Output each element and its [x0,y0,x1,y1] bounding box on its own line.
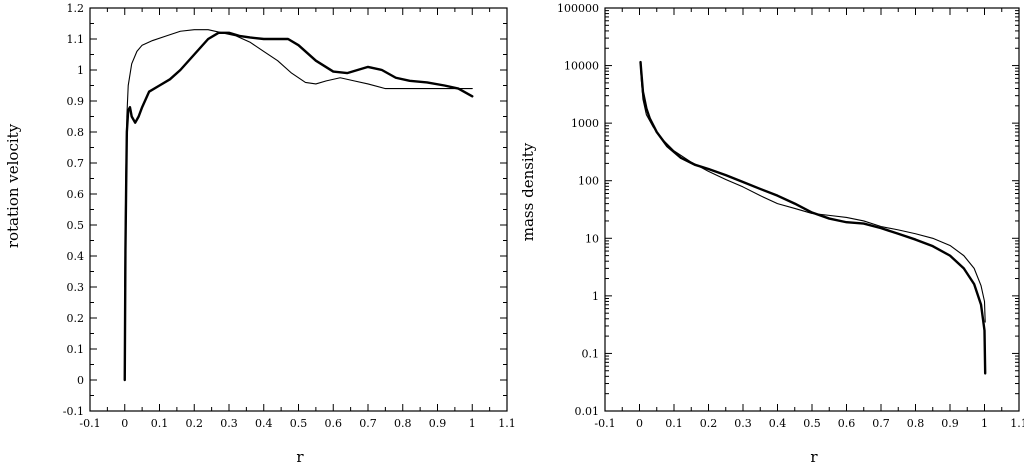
x-tick-label: 0.5 [290,417,308,430]
rotation-velocity-chart: -0.1 0 0.1 0.2 0.3 0.4 0.5 0.6 0.7 0.8 0.9 1 1.1 -0.… [4,2,516,466]
x-tick-label: 0.2 [700,417,718,430]
y-tick-label: 0.8 [67,126,85,139]
plot-frame [604,7,1020,412]
y-tick-label: 100000 [557,2,599,15]
y-tick-label: 0.2 [67,312,85,325]
y-tick-label: 1.1 [67,33,85,46]
series-line-thin [639,67,986,323]
y-tick-label: 1 [77,64,84,77]
x-tick-label: 0.9 [429,417,447,430]
x-tick-label: 1 [981,417,988,430]
x-tick-label: 0.3 [734,417,752,430]
series-line-thin [124,29,473,288]
y-axis-label: mass density [519,142,537,241]
x-tick-label: 0.2 [186,417,204,430]
x-tick-label: 0.5 [803,417,821,430]
x-tick-label: 0.1 [665,417,683,430]
x-tick-label: 1 [469,417,476,430]
x-tick-label: 0.1 [151,417,169,430]
y-tick-label: 0.3 [67,281,85,294]
y-ticks: 0.01 0.1 1 10 100 1000 10000 100000 [557,2,1019,418]
x-tick-label: 0.4 [769,417,787,430]
y-tick-label: 0.5 [67,219,85,232]
y-tick-label: 0.1 [67,343,85,356]
x-tick-label: 0.4 [255,417,273,430]
mass-density-chart: -0.1 0 0.1 0.2 0.3 0.4 0.5 0.6 0.7 0.8 0.9 1 1.1 0.0… [519,2,1024,466]
x-tick-label: 0.8 [394,417,412,430]
y-tick-label: 1000 [571,117,599,130]
x-tick-label: 0.3 [220,417,238,430]
x-tick-label: -0.1 [79,417,100,430]
x-axis-label: r [810,448,818,466]
y-tick-label: 0.7 [67,157,85,170]
x-tick-label: 0.8 [907,417,925,430]
x-tick-label: 1.1 [498,417,516,430]
y-tick-label: 1 [592,290,599,303]
series-line-thick [123,31,474,382]
series-line-thick [639,60,987,375]
series-group [639,60,987,375]
x-ticks: -0.1 0 0.1 0.2 0.3 0.4 0.5 0.6 0.7 0.8 0.9 1 1.1 [594,8,1024,430]
y-tick-label: 0.9 [67,95,85,108]
y-tick-label: 0.01 [575,405,600,418]
y-tick-label: 100 [578,175,599,188]
y-tick-label: 0.4 [67,250,85,263]
y-tick-label: 10 [585,232,599,245]
x-tick-label: 1.1 [1010,417,1024,430]
x-tick-label: -0.1 [594,417,615,430]
x-tick-label: 0.6 [838,417,856,430]
plot-frame [89,7,508,412]
y-tick-label: 10000 [564,60,599,73]
x-tick-label: 0.7 [359,417,377,430]
x-tick-label: 0.9 [941,417,959,430]
y-tick-label: 0 [77,374,84,387]
x-tick-label: 0.6 [325,417,343,430]
x-tick-label: 0.7 [872,417,890,430]
x-tick-label: 0 [636,417,643,430]
y-tick-label: -0.1 [63,405,84,418]
x-ticks: -0.1 0 0.1 0.2 0.3 0.4 0.5 0.6 0.7 0.8 0.9 1 1.1 [79,8,516,430]
y-tick-label: 1.2 [67,2,85,15]
x-axis-label: r [296,448,304,466]
y-tick-label: 0.1 [582,347,600,360]
y-ticks: -0.1 0 0.1 0.2 0.3 0.4 0.5 0.6 0.7 0.8 0.9 1 1.1 1.2 [63,2,507,418]
series-group [123,29,474,382]
y-tick-label: 0.6 [67,188,85,201]
y-axis-label: rotation velocity [4,123,22,248]
x-tick-label: 0 [121,417,128,430]
